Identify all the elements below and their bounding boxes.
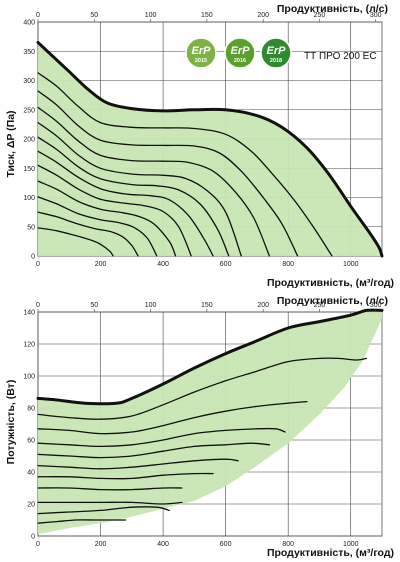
erp-badge-year: 2018 <box>270 58 282 64</box>
x-tick-label: 800 <box>282 261 294 268</box>
x2-tick-label: 100 <box>145 302 157 309</box>
fan-curve-10 <box>37 519 127 524</box>
y-tick-label: 400 <box>23 20 35 27</box>
model-label: ТТ ПРО 200 ЕС <box>304 51 377 62</box>
y-tick-label: 20 <box>27 502 35 509</box>
x-tick-label: 1000 <box>343 261 359 268</box>
pressure-envelope <box>36 41 384 258</box>
fan-curve-6 <box>37 472 214 480</box>
fan-curve-2 <box>37 90 299 257</box>
x-tick-label: 200 <box>95 261 107 268</box>
x-tick-label: 800 <box>282 541 294 548</box>
x2-tick-label: 50 <box>90 302 98 309</box>
max-envelope-line <box>36 308 384 406</box>
fan-curve-9 <box>37 506 170 515</box>
x-tick-label: 200 <box>95 541 107 548</box>
x2-tick-label: 250 <box>314 12 326 19</box>
fan-curve-6 <box>37 150 214 257</box>
y-tick-label: 250 <box>23 107 35 114</box>
x2-tick-label: 0 <box>36 302 40 309</box>
x2-tick-label: 250 <box>314 302 326 309</box>
y-tick-label: 100 <box>23 195 35 202</box>
erp-badge-year: 2015 <box>195 58 207 64</box>
y-tick-label: 120 <box>23 342 35 349</box>
y-tick-label: 80 <box>27 406 35 413</box>
x2-tick-label: 0 <box>36 12 40 19</box>
fan-curve-7 <box>37 487 183 491</box>
fan-curve-1 <box>37 357 368 420</box>
x2-tick-label: 300 <box>370 302 382 309</box>
erp-badge-circle <box>185 37 217 69</box>
fan-curve-10 <box>37 211 139 257</box>
erp-badge-text: ErP <box>192 45 212 57</box>
fan-curve-5 <box>37 136 230 257</box>
x2-tick-label: 50 <box>90 12 98 19</box>
fan-curve-11 <box>37 227 114 257</box>
erp-badge-text: ErP <box>267 45 287 57</box>
x-tick-label: 0 <box>36 541 40 548</box>
erp-badge-text: ErP <box>231 45 251 57</box>
fan-curve-3 <box>37 106 271 257</box>
fan-curve-3 <box>37 427 286 448</box>
y-tick-label: 0 <box>31 534 35 541</box>
erp-badge-year: 2016 <box>234 58 246 64</box>
pressure-chart: 0 200 400 600 800 100005010015020025030035040… <box>5 3 394 289</box>
x-tick-label: 400 <box>157 261 169 268</box>
fan-curve-7 <box>37 164 192 257</box>
x2-tick-label: 200 <box>257 302 269 309</box>
pressure-x-axis-label: Продуктивність, (м³/год) <box>267 277 394 289</box>
x-tick-label: 400 <box>157 541 169 548</box>
y-tick-label: 140 <box>23 310 35 317</box>
power-curves <box>37 357 368 524</box>
max-envelope-line <box>36 41 384 258</box>
power-x-axis-label: Продуктивність, (м³/год) <box>267 547 394 559</box>
pressure-curves <box>37 72 333 257</box>
pressure-y-axis-label: Тиск, ΔP (Па) <box>5 110 17 177</box>
y-tick-label: 200 <box>23 137 35 144</box>
y-tick-label: 100 <box>23 374 35 381</box>
pressure-x2-axis-label: Продуктивність, (л/с) <box>277 3 388 15</box>
fan-curve-4 <box>37 442 271 459</box>
pressure-chart-ticks: 0 200 400 600 800 100005010015020025030035040… <box>23 12 381 268</box>
x-tick-label: 0 <box>36 261 40 268</box>
fan-curve-9 <box>37 196 158 257</box>
y-tick-label: 60 <box>27 438 35 445</box>
fan-curve-8 <box>37 501 183 505</box>
power-operating-area <box>38 310 382 535</box>
x-tick-label: 600 <box>220 261 232 268</box>
y-tick-label: 300 <box>23 78 35 85</box>
y-tick-label: 150 <box>23 166 35 173</box>
power-y-axis-label: Потужність, (Вт) <box>5 380 17 465</box>
fan-curve-1 <box>37 72 333 257</box>
fan-curve-8 <box>37 180 177 257</box>
x2-tick-label: 100 <box>145 12 157 19</box>
y-tick-label: 350 <box>23 49 35 56</box>
y-tick-label: 0 <box>31 254 35 261</box>
x-tick-label: 600 <box>220 541 232 548</box>
fan-curve-2 <box>37 400 308 435</box>
x-tick-label: 1000 <box>343 541 359 548</box>
x2-tick-label: 200 <box>257 12 269 19</box>
power-x2-axis-label: Продуктивність, (л/с) <box>277 295 388 307</box>
x2-tick-label: 300 <box>370 12 382 19</box>
power-envelope <box>36 308 384 406</box>
fan-curve-4 <box>37 121 242 257</box>
y-tick-label: 50 <box>27 224 35 231</box>
x2-tick-label: 150 <box>201 302 213 309</box>
x2-tick-label: 150 <box>201 12 213 19</box>
operating-area-fill <box>38 310 382 535</box>
fan-curve-5 <box>37 458 239 470</box>
erp-badge-circle <box>224 37 256 69</box>
y-tick-label: 40 <box>27 470 35 477</box>
erp-badge-circle <box>260 37 292 69</box>
